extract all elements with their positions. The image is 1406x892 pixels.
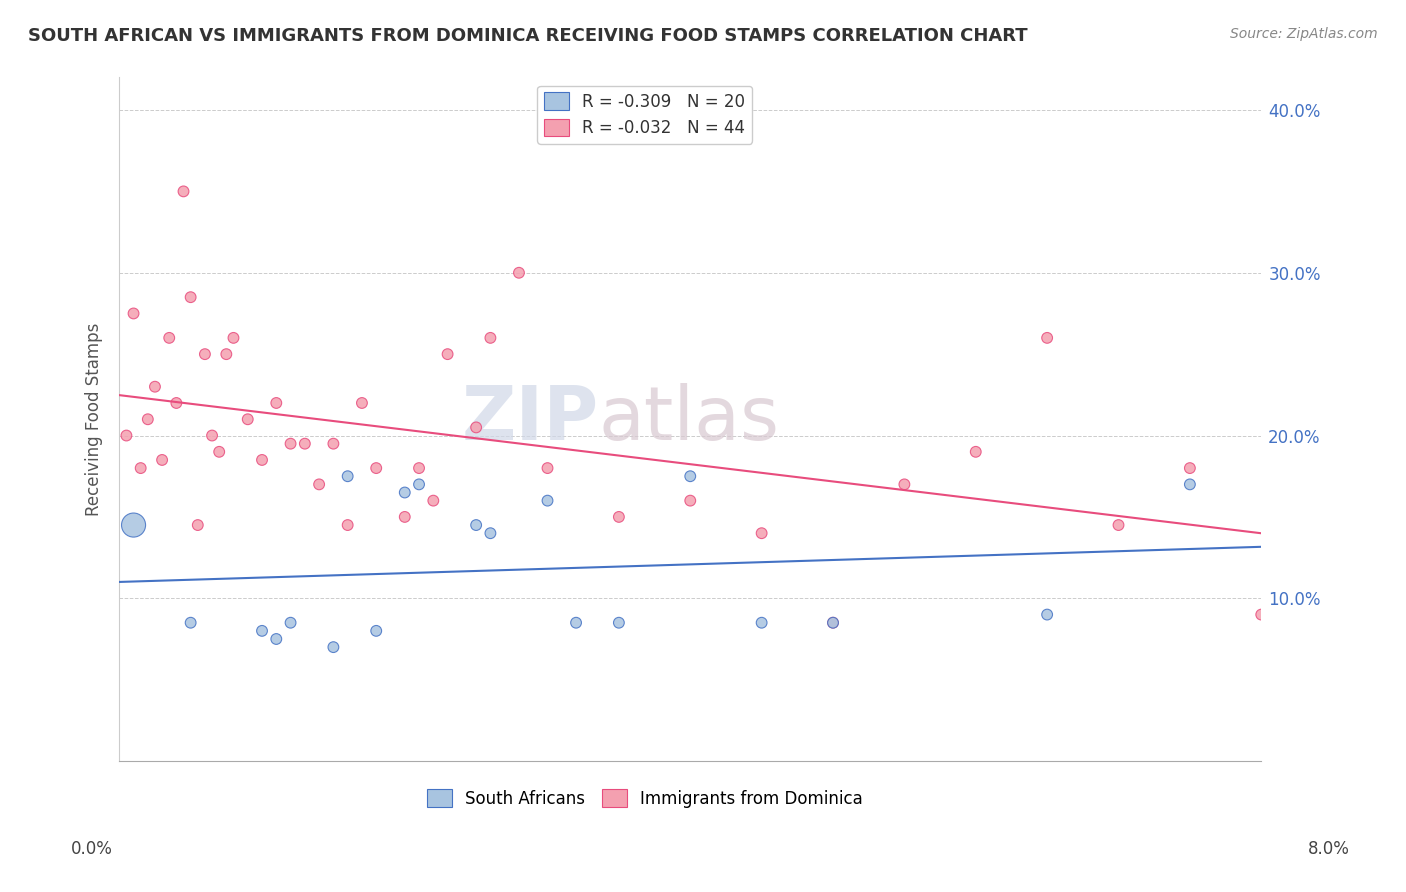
Point — [173, 185, 195, 199]
Point — [893, 477, 915, 491]
Point — [129, 461, 152, 475]
Point — [394, 510, 416, 524]
Point — [250, 453, 273, 467]
Point — [536, 493, 558, 508]
Point — [436, 347, 458, 361]
Point — [187, 518, 209, 533]
Point — [1178, 461, 1201, 475]
Point — [465, 420, 488, 434]
Point — [143, 380, 166, 394]
Point — [394, 485, 416, 500]
Point — [215, 347, 238, 361]
Point — [180, 615, 202, 630]
Point — [607, 615, 630, 630]
Point — [266, 396, 288, 410]
Point — [250, 624, 273, 638]
Point — [336, 469, 359, 483]
Point — [1036, 607, 1059, 622]
Point — [751, 615, 773, 630]
Point — [208, 445, 231, 459]
Point — [508, 266, 530, 280]
Point — [280, 615, 302, 630]
Point — [1108, 518, 1130, 533]
Legend: South Africans, Immigrants from Dominica: South Africans, Immigrants from Dominica — [420, 783, 869, 814]
Point — [751, 526, 773, 541]
Point — [350, 396, 373, 410]
Point — [194, 347, 217, 361]
Point — [122, 306, 145, 320]
Point — [322, 436, 344, 450]
Point — [422, 493, 444, 508]
Text: Source: ZipAtlas.com: Source: ZipAtlas.com — [1230, 27, 1378, 41]
Point — [479, 526, 502, 541]
Point — [1250, 607, 1272, 622]
Point — [821, 615, 844, 630]
Point — [821, 615, 844, 630]
Text: SOUTH AFRICAN VS IMMIGRANTS FROM DOMINICA RECEIVING FOOD STAMPS CORRELATION CHAR: SOUTH AFRICAN VS IMMIGRANTS FROM DOMINIC… — [28, 27, 1028, 45]
Point — [157, 331, 180, 345]
Point — [150, 453, 173, 467]
Point — [479, 331, 502, 345]
Point — [136, 412, 159, 426]
Point — [565, 615, 588, 630]
Point — [607, 510, 630, 524]
Point — [679, 469, 702, 483]
Point — [180, 290, 202, 304]
Point — [536, 461, 558, 475]
Point — [308, 477, 330, 491]
Point — [408, 477, 430, 491]
Point — [280, 436, 302, 450]
Y-axis label: Receiving Food Stamps: Receiving Food Stamps — [86, 323, 103, 516]
Point — [236, 412, 259, 426]
Point — [336, 518, 359, 533]
Point — [1178, 477, 1201, 491]
Point — [366, 461, 388, 475]
Point — [115, 428, 138, 442]
Point — [322, 640, 344, 654]
Point — [266, 632, 288, 646]
Point — [222, 331, 245, 345]
Point — [1036, 331, 1059, 345]
Point — [294, 436, 316, 450]
Point — [465, 518, 488, 533]
Point — [679, 493, 702, 508]
Point — [122, 518, 145, 533]
Text: 0.0%: 0.0% — [70, 840, 112, 858]
Point — [408, 461, 430, 475]
Point — [201, 428, 224, 442]
Text: ZIP: ZIP — [461, 383, 599, 456]
Point — [965, 445, 987, 459]
Text: atlas: atlas — [599, 383, 780, 456]
Point — [366, 624, 388, 638]
Point — [165, 396, 187, 410]
Text: 8.0%: 8.0% — [1308, 840, 1350, 858]
